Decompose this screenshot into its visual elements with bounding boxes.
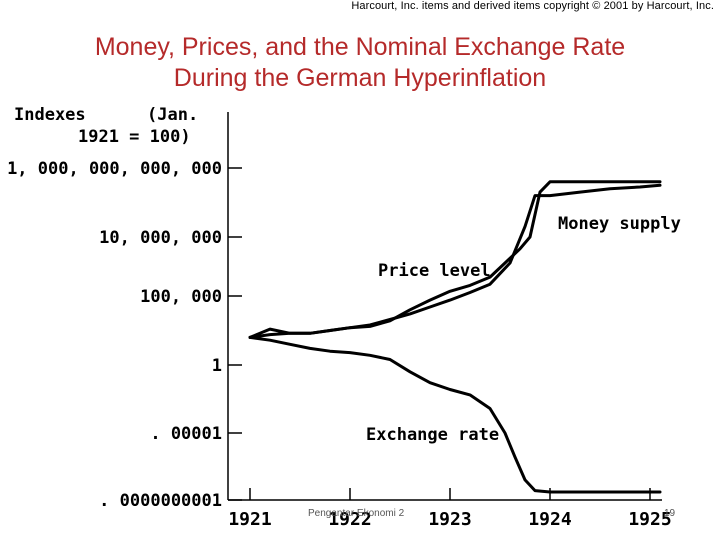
y-axis-label-line1: Indexes (Jan. [14, 105, 198, 125]
chart-title-line2: During the German Hyperinflation [173, 64, 547, 92]
x-tick-label-1: 1922 [328, 509, 371, 530]
x-ticks: 1921 1922 1923 1924 1925 [228, 488, 672, 530]
copyright-notice: Harcourt, Inc. items and derived items c… [351, 0, 714, 12]
chart-title-line1: Money, Prices, and the Nominal Exchange … [94, 33, 626, 61]
footer-text: Pengantar Ekonomi 2 [308, 508, 405, 519]
series-label-money-supply: Money supply [558, 214, 681, 234]
series-lines [248, 180, 662, 494]
chart-title: Money, Prices, and the Nominal Exchange … [0, 32, 720, 94]
y-tick-label-0: 1, 000, 000, 000, 000 [7, 159, 222, 179]
y-tick-label-3: 1 [212, 356, 222, 376]
series-line-price-level [248, 180, 662, 339]
y-ticks: 1, 000, 000, 000, 000 10, 000, 000 100, 00… [7, 159, 242, 511]
y-tick-label-4: . 00001 [150, 424, 222, 444]
series-label-exchange-rate: Exchange rate [366, 425, 499, 445]
x-tick-label-0: 1921 [228, 509, 271, 530]
slide-number: 19 [664, 508, 676, 519]
y-tick-label-1: 10, 000, 000 [99, 228, 222, 248]
x-tick-label-4: 1925 [628, 509, 671, 530]
series-label-price-level: Price level [378, 261, 491, 281]
y-tick-label-5: . 0000000001 [99, 491, 222, 511]
y-axis-label-line2: 1921 = 100) [78, 127, 191, 147]
x-tick-label-3: 1924 [528, 509, 572, 530]
series-line-exchange-rate [248, 335, 662, 494]
y-tick-label-2: 100, 000 [140, 287, 222, 307]
x-tick-label-2: 1923 [428, 509, 471, 530]
